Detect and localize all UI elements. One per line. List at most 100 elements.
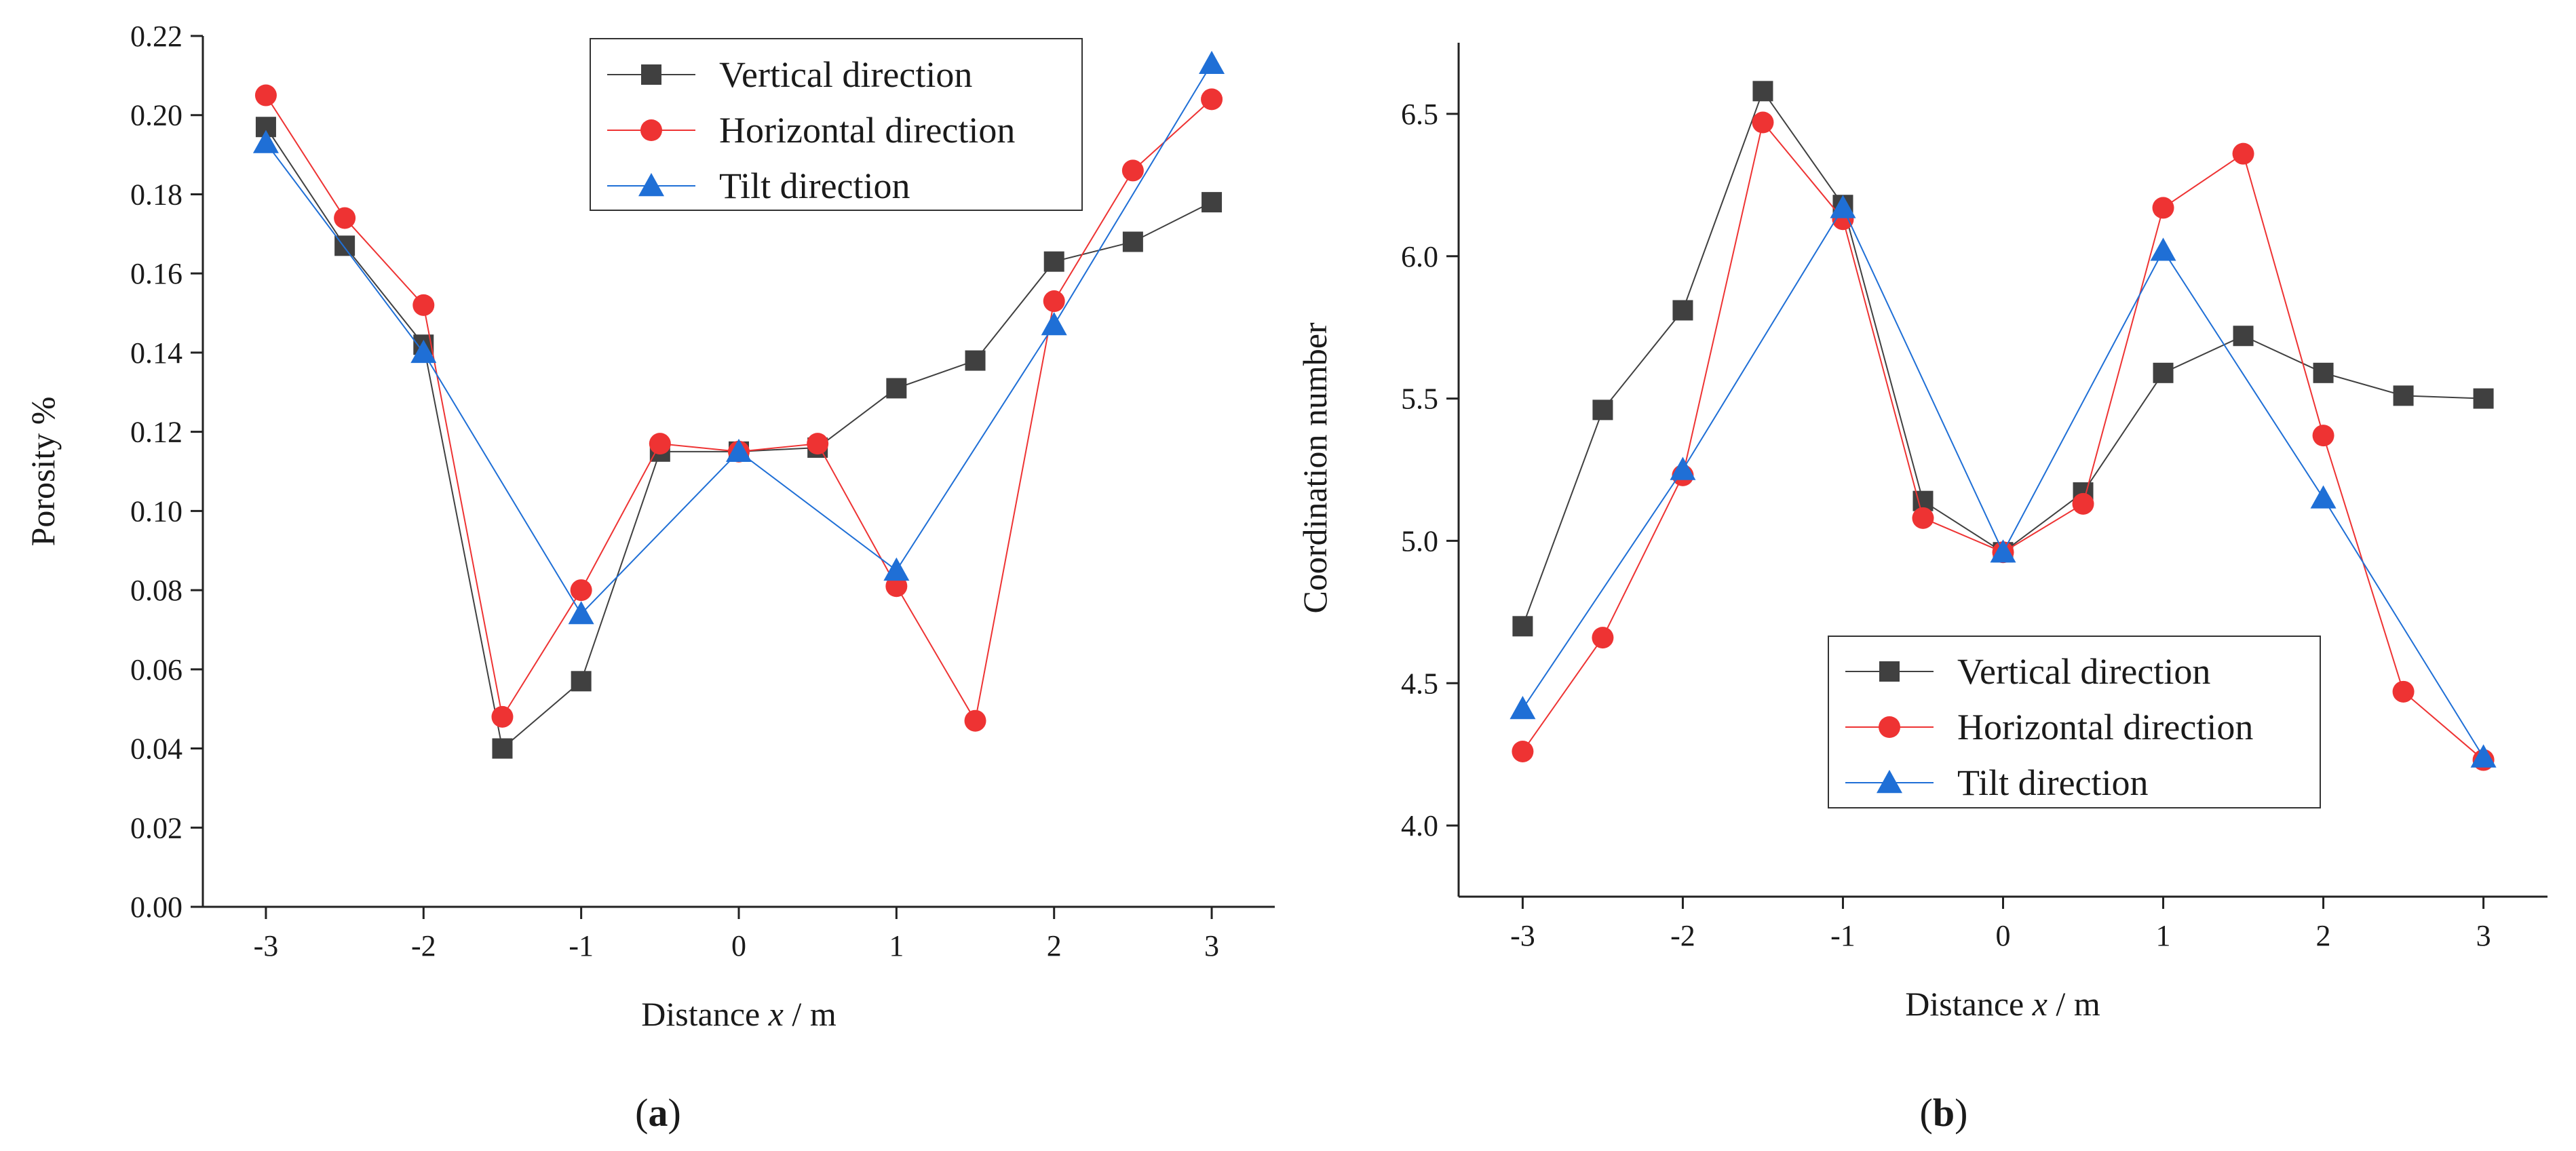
data-point-a-triangle — [883, 557, 910, 581]
panel-label-b: (b) — [1920, 1091, 1968, 1135]
legend-item-b-square: Vertical direction — [1845, 651, 2210, 692]
data-point-b-triangle — [2470, 744, 2497, 768]
series-a-triangle — [252, 50, 1225, 625]
data-point-a-circle — [807, 433, 829, 455]
data-point-a-square — [1043, 251, 1064, 272]
data-point-b-square — [1752, 81, 1773, 102]
x-tick-label-b: 2 — [2316, 919, 2331, 952]
x-tick-label-a: 3 — [1204, 929, 1219, 962]
y-tick-label-b: 6.5 — [1401, 98, 1438, 131]
data-point-a-square — [965, 350, 986, 371]
legend-marker-a-circle — [640, 119, 662, 141]
legend-box-b — [1828, 636, 2321, 808]
data-point-a-triangle — [726, 438, 752, 463]
legend-box-a — [590, 38, 1083, 211]
legend-item-a-triangle: Tilt direction — [607, 165, 910, 206]
series-a-square — [255, 117, 1223, 759]
data-point-b-square — [1512, 616, 1533, 637]
x-tick-label-a: 2 — [1047, 929, 1062, 962]
data-point-a-triangle — [252, 130, 279, 153]
x-tick-label-b: -1 — [1830, 919, 1856, 952]
y-axis-label-b: Coordination number — [1296, 322, 1334, 613]
data-point-a-circle — [1121, 159, 1144, 182]
legend-label-a: Horizontal direction — [719, 110, 1015, 151]
y-tick-label-a: 0.10 — [130, 494, 182, 528]
data-point-a-circle — [885, 575, 908, 598]
series-line-a-square — [265, 126, 1212, 750]
legend-label-b: Vertical direction — [1957, 651, 2210, 692]
data-point-a-circle — [964, 709, 986, 732]
data-point-b-circle — [2312, 425, 2334, 447]
x-tick-label-b: 1 — [2156, 919, 2171, 952]
data-point-a-triangle — [1041, 312, 1067, 336]
data-point-b-square — [2313, 362, 2334, 383]
y-tick-label-b: 5.0 — [1401, 524, 1438, 558]
x-tick-label-a: -3 — [254, 929, 279, 962]
legend-item-a-square: Vertical direction — [607, 54, 972, 95]
data-point-b-triangle — [2310, 485, 2337, 509]
legend-a: Vertical direction Horizontal direction Ti… — [590, 38, 1083, 211]
data-point-a-square — [886, 378, 907, 399]
data-point-b-triangle — [1510, 696, 1536, 720]
panel-label-a: (a) — [635, 1091, 681, 1135]
y-tick-label-a: 0.20 — [130, 99, 182, 132]
data-point-b-circle — [1752, 111, 1774, 134]
data-point-b-circle — [2152, 197, 2174, 219]
data-point-a-triangle — [568, 601, 594, 625]
legend-item-a-circle: Horizontal direction — [607, 110, 1015, 151]
data-point-a-triangle — [1199, 50, 1225, 75]
legend-marker-a-triangle — [638, 173, 664, 197]
x-axis-label-b: Distance x / m — [1905, 985, 2100, 1023]
data-point-b-square — [2153, 362, 2174, 383]
y-tick-label-a: 0.08 — [130, 574, 182, 607]
legend-marker-b-circle — [1879, 716, 1900, 738]
data-point-a-square — [492, 738, 513, 759]
legend-label-b: Horizontal direction — [1957, 707, 2253, 747]
legend-marker-b-square — [1879, 661, 1900, 682]
y-tick-label-a: 0.18 — [130, 178, 182, 211]
data-point-b-square — [2393, 385, 2414, 406]
x-tick-label-b: 3 — [2476, 919, 2491, 952]
y-tick-label-a: 0.22 — [130, 20, 182, 53]
data-point-a-circle — [334, 207, 356, 229]
y-tick-label-b: 4.0 — [1401, 809, 1438, 842]
data-point-b-triangle — [1990, 539, 2016, 563]
x-tick-label-b: 0 — [1996, 919, 2011, 952]
data-point-b-circle — [2392, 680, 2415, 703]
data-point-b-square — [2473, 388, 2494, 409]
x-axis-label-a: Distance x / m — [641, 995, 837, 1033]
legend-label-a: Vertical direction — [719, 54, 972, 95]
legend-b: Vertical direction Horizontal direction Ti… — [1828, 636, 2321, 808]
legend-marker-a-square — [641, 64, 661, 85]
x-tick-label-a: 0 — [731, 929, 746, 962]
data-point-b-circle — [2232, 142, 2254, 165]
data-point-b-triangle — [1670, 456, 1696, 480]
y-tick-label-b: 4.5 — [1401, 667, 1438, 700]
chart-a: -3 -2 -1 0 1 2 3 0.00 0.02 0.04 0.06 0.08 0.10 0.12 0.… — [24, 20, 1275, 1135]
data-point-a-circle — [1201, 88, 1223, 111]
x-tick-label-b: -3 — [1510, 919, 1535, 952]
data-point-a-circle — [491, 705, 514, 728]
data-point-a-square — [1122, 231, 1143, 252]
legend-item-b-circle: Horizontal direction — [1845, 707, 2253, 747]
data-point-b-circle — [1512, 740, 1534, 762]
data-point-b-circle — [1592, 627, 1614, 649]
data-point-a-circle — [649, 433, 671, 455]
data-point-a-circle — [1043, 290, 1065, 313]
legend-label-a: Tilt direction — [719, 165, 910, 206]
data-point-a-square — [571, 671, 592, 692]
legend-label-b: Tilt direction — [1957, 762, 2149, 803]
x-tick-label-a: -1 — [569, 929, 594, 962]
data-point-a-circle — [570, 579, 592, 602]
data-point-b-circle — [1912, 507, 1934, 529]
y-axis-label-a: Porosity % — [24, 397, 62, 547]
chart-b: -3 -2 -1 0 1 2 3 4.0 4.5 5.0 5.5 6.0 6.5 Coordinatio… — [1296, 43, 2548, 1135]
data-point-a-square — [1202, 192, 1223, 213]
data-point-b-square — [1592, 399, 1613, 421]
y-tick-label-a: 0.06 — [130, 653, 182, 686]
x-tick-label-a: -2 — [411, 929, 436, 962]
y-tick-label-a: 0.02 — [130, 811, 182, 844]
data-point-a-circle — [254, 84, 277, 106]
data-point-b-triangle — [2150, 237, 2176, 261]
